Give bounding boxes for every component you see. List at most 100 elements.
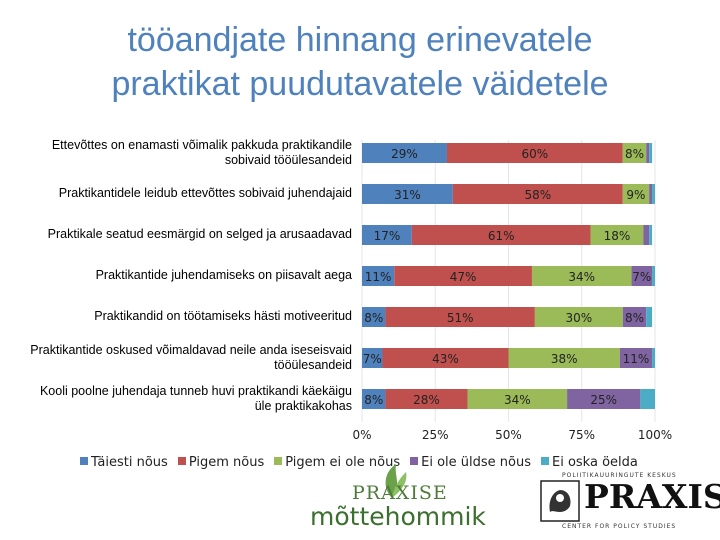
- bar-segment: [385, 307, 535, 327]
- category-label: Praktikantidele leidub ettevõttes sobiva…: [58, 186, 352, 200]
- data-label: 43%: [432, 352, 459, 366]
- data-label: 7%: [363, 352, 382, 366]
- bar-segment: [652, 266, 655, 286]
- leaf-icon: [385, 464, 407, 498]
- data-label: 29%: [391, 147, 418, 161]
- legend-item: Ei oska öelda: [540, 455, 638, 470]
- data-label: 8%: [625, 147, 644, 161]
- data-label: 9%: [626, 188, 645, 202]
- praxise-mottehommik-logo: PRAXISE mõttehommik: [300, 464, 486, 536]
- x-tick-label: 25%: [422, 428, 449, 442]
- data-label: 8%: [364, 311, 383, 325]
- legend-swatch: [274, 457, 283, 465]
- data-label: 30%: [565, 311, 592, 325]
- legend-swatch: [540, 457, 549, 465]
- legend-label: Pigem nõus: [188, 455, 265, 470]
- legend-item: Pigem ei ole nõus: [274, 455, 400, 470]
- bar-segment: [649, 143, 653, 163]
- legend: Täiesti nõus Pigem nõus Pigem ei ole nõus E…: [80, 455, 720, 470]
- bar-segment: [640, 389, 655, 409]
- bar-segment: [385, 389, 468, 409]
- bar-segment: [652, 184, 655, 204]
- x-tick-label: 100%: [638, 428, 672, 442]
- bar-segment: [646, 307, 653, 327]
- title-line-1: tööandjate hinnang erinevatele: [127, 21, 593, 59]
- mottehommik-text: mõttehommik: [310, 502, 486, 531]
- data-label: 8%: [364, 393, 383, 407]
- data-label: 11%: [623, 352, 650, 366]
- legend-item: Ei ole üldse nõus: [410, 455, 531, 470]
- legend-swatch: [177, 457, 186, 465]
- data-label: 58%: [524, 188, 551, 202]
- praxis-tagline-bottom: CENTER FOR POLICY STUDIES: [562, 523, 677, 530]
- bar-segment: [362, 184, 453, 204]
- bar-segment: [362, 143, 447, 163]
- praxis-tagline-top: POLIITIKAUURINGUTE KESKUS: [562, 472, 677, 479]
- praxis-logo: POLIITIKAUURINGUTE KESKUS PRAXIS CENTER …: [540, 472, 720, 534]
- praxis-wordmark: PRAXIS: [584, 477, 720, 516]
- data-label: 61%: [488, 229, 515, 243]
- bar-segment: [643, 225, 650, 245]
- praxise-text: PRAXISE: [352, 482, 448, 504]
- lion-emblem-icon: [540, 480, 580, 522]
- bar-segment: [362, 389, 386, 409]
- bar-segment: [452, 184, 623, 204]
- bar-segment: [652, 348, 655, 368]
- bar-segment: [567, 389, 641, 409]
- category-label: Ettevõttes on enamasti võimalik pakkuda …: [51, 138, 352, 167]
- legend-item: Täiesti nõus: [80, 455, 168, 470]
- legend-label: Ei ole üldse nõus: [421, 455, 531, 470]
- bar-segment: [631, 266, 653, 286]
- data-label: 17%: [374, 229, 401, 243]
- bar-segment: [619, 348, 653, 368]
- data-label: 34%: [568, 270, 595, 284]
- legend-swatch: [80, 457, 88, 465]
- category-label: Praktikale seatud eesmärgid on selged ja…: [47, 227, 352, 241]
- data-label: 25%: [590, 393, 617, 407]
- bar-segment: [649, 225, 653, 245]
- x-tick-label: 50%: [495, 428, 522, 442]
- bar-segment: [622, 143, 647, 163]
- bar-segment: [622, 307, 647, 327]
- bar-segment: [649, 184, 653, 204]
- data-label: 28%: [413, 393, 440, 407]
- bar-segment: [362, 225, 412, 245]
- data-label: 51%: [447, 311, 474, 325]
- data-label: 34%: [504, 393, 531, 407]
- bar-segment: [362, 307, 386, 327]
- data-label: 47%: [450, 270, 477, 284]
- title-line-2: praktikat puudutavatele väidetele: [111, 65, 609, 103]
- bar-segment: [590, 225, 644, 245]
- data-label: 18%: [604, 229, 631, 243]
- x-tick-label: 75%: [568, 428, 595, 442]
- legend-label: Täiesti nõus: [91, 455, 168, 470]
- bar-segment: [467, 389, 568, 409]
- bar-segment: [362, 348, 383, 368]
- legend-swatch: [410, 457, 419, 465]
- page-title: tööandjate hinnang erinevatele praktikat…: [0, 18, 720, 106]
- category-label: Praktikantide juhendamiseks on piisavalt…: [95, 268, 352, 282]
- category-label: Praktikantide oskused võimaldavad neile …: [30, 343, 352, 372]
- bar-segment: [411, 225, 591, 245]
- bar-segment: [534, 307, 623, 327]
- legend-label: Pigem ei ole nõus: [285, 455, 401, 470]
- data-label: 31%: [394, 188, 421, 202]
- bar-segment: [446, 143, 623, 163]
- category-label: Kooli poolne juhendaja tunneb huvi prakt…: [39, 384, 352, 413]
- bar-segment: [622, 184, 650, 204]
- data-label: 8%: [625, 311, 644, 325]
- data-label: 38%: [551, 352, 578, 366]
- bar-segment: [382, 348, 509, 368]
- bar-segment: [531, 266, 632, 286]
- legend-item: Pigem nõus: [177, 455, 265, 470]
- legend-label: Ei oska öelda: [551, 455, 638, 470]
- data-label: 11%: [365, 270, 392, 284]
- data-label: 7%: [632, 270, 651, 284]
- data-label: 60%: [522, 147, 549, 161]
- bar-segment: [646, 143, 650, 163]
- x-tick-label: 0%: [352, 428, 371, 442]
- bar-segment: [394, 266, 532, 286]
- bar-segment: [508, 348, 620, 368]
- category-label: Praktikandid on töötamiseks hästi motive…: [94, 309, 352, 323]
